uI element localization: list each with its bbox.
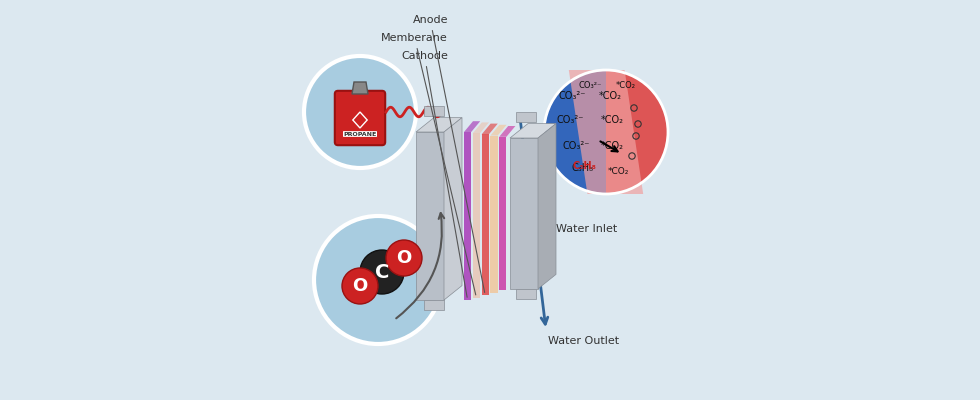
Text: C: C (374, 262, 389, 282)
Polygon shape (499, 126, 515, 137)
Polygon shape (510, 124, 556, 138)
Text: Water Inlet: Water Inlet (556, 224, 617, 234)
Polygon shape (499, 137, 507, 290)
Polygon shape (416, 118, 462, 132)
Polygon shape (481, 134, 489, 295)
Circle shape (304, 56, 416, 168)
Polygon shape (538, 124, 556, 289)
Polygon shape (516, 112, 536, 122)
Wedge shape (606, 70, 668, 194)
FancyBboxPatch shape (335, 91, 385, 145)
Circle shape (360, 250, 404, 294)
Text: C₃H₈: C₃H₈ (571, 163, 593, 173)
Polygon shape (510, 138, 538, 289)
Polygon shape (352, 82, 368, 94)
Text: CO₃²⁻: CO₃²⁻ (563, 141, 590, 151)
Polygon shape (490, 136, 498, 293)
Text: *CO₂: *CO₂ (608, 168, 629, 176)
Circle shape (386, 240, 422, 276)
Polygon shape (424, 106, 444, 116)
Circle shape (314, 216, 442, 344)
Circle shape (342, 268, 378, 304)
Text: Memberane: Memberane (381, 33, 475, 295)
Text: C₃H₈: C₃H₈ (572, 161, 596, 171)
Polygon shape (424, 300, 444, 310)
Polygon shape (516, 289, 536, 299)
Text: *CO₂: *CO₂ (599, 91, 621, 101)
Text: Water Outlet: Water Outlet (548, 336, 619, 346)
Polygon shape (464, 121, 480, 132)
Polygon shape (481, 124, 498, 134)
Text: O: O (396, 249, 412, 267)
Text: CO₃²⁻: CO₃²⁻ (557, 115, 584, 125)
Text: O: O (353, 277, 368, 295)
Polygon shape (490, 125, 507, 136)
Polygon shape (444, 118, 462, 300)
Text: *CO₂: *CO₂ (601, 115, 623, 125)
Polygon shape (464, 132, 471, 300)
Text: CO₃²⁻: CO₃²⁻ (559, 91, 586, 101)
Polygon shape (568, 70, 643, 194)
Text: Anode: Anode (413, 15, 485, 292)
Text: Cathode: Cathode (401, 51, 467, 297)
Text: CO₃²⁻: CO₃²⁻ (578, 82, 602, 90)
Polygon shape (416, 132, 444, 300)
Polygon shape (472, 133, 480, 298)
Text: *CO₂: *CO₂ (616, 82, 636, 90)
Wedge shape (544, 70, 606, 194)
Text: PROPANE: PROPANE (343, 132, 376, 136)
Text: *CO₂: *CO₂ (601, 141, 623, 151)
Polygon shape (472, 122, 489, 133)
